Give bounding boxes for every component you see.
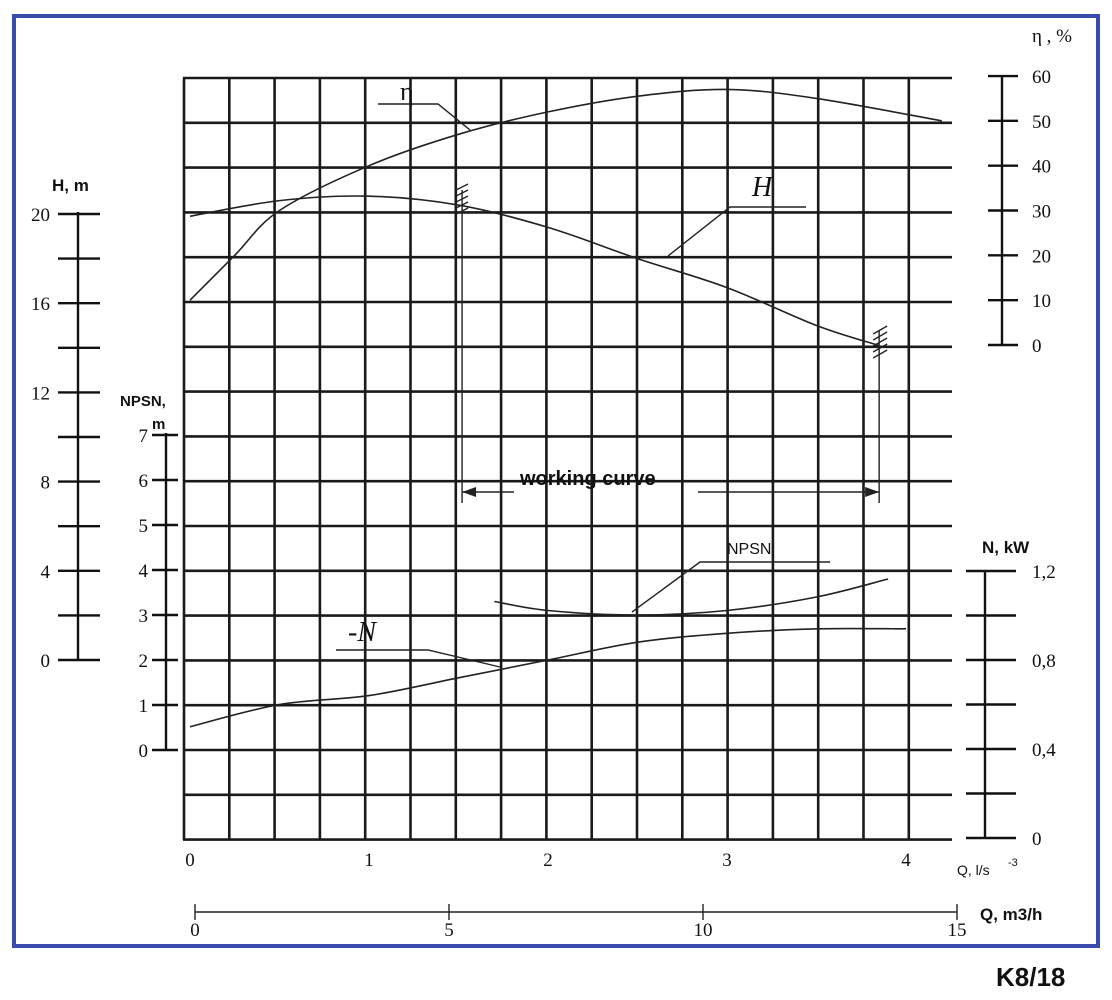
curves — [189, 88, 942, 728]
x-axis-title: Q, l/s — [957, 862, 990, 878]
npsn-axis-title-line2: m — [152, 416, 165, 433]
npsn-axis-title-line1: NPSN, — [120, 393, 166, 410]
n-tick-label: 1,2 — [1032, 562, 1056, 583]
h-curve — [189, 195, 880, 347]
n-tick-label: 0 — [1032, 829, 1042, 850]
npsn-tick-label: 7 — [139, 426, 149, 447]
x-tick-label: 2 — [543, 850, 553, 871]
n-curve-label: -N — [348, 617, 377, 648]
axes: 04812162001234567010203040506000,40,81,2… — [31, 67, 1056, 941]
npsn-tick-label: 3 — [139, 606, 149, 627]
x2-tick-label: 10 — [694, 920, 713, 941]
h-tick-label: 4 — [41, 562, 51, 583]
eta-tick-label: 40 — [1032, 157, 1051, 178]
h-tick-label: 16 — [31, 294, 50, 315]
working-range-hatch — [872, 325, 888, 335]
h-tick-label: 20 — [31, 205, 50, 226]
h-curve-label: H — [751, 172, 774, 203]
working-range-arrowhead-left — [462, 487, 477, 497]
x-tick-label: 3 — [722, 850, 732, 871]
eta-tick-label: 30 — [1032, 202, 1051, 223]
h-tick-label: 12 — [31, 383, 50, 404]
npsn-label-leader — [631, 561, 830, 613]
h-axis-title: H, m — [52, 176, 89, 195]
working-range-arrowhead-right — [865, 487, 880, 497]
eta-tick-label: 10 — [1032, 291, 1051, 312]
npsn-curve-label: NPSN — [727, 541, 771, 558]
eta-tick-label: 0 — [1032, 336, 1042, 357]
eta-tick-label: 50 — [1032, 112, 1051, 133]
working-range-hatch — [455, 183, 469, 191]
x2-tick-label: 0 — [190, 920, 200, 941]
working-range-hatch — [455, 207, 469, 215]
working-range-hatch — [455, 201, 469, 209]
working-range-hatch — [872, 337, 888, 347]
x-tick-label: 0 — [185, 850, 195, 871]
n-tick-label: 0,4 — [1032, 740, 1056, 761]
npsn-tick-label: 2 — [139, 651, 149, 672]
npsn-tick-label: 5 — [139, 516, 149, 537]
working-range-hatch — [872, 343, 888, 353]
working-range-hatch — [455, 195, 469, 203]
x-tick-label: 1 — [364, 850, 374, 871]
n-tick-label: 0,8 — [1032, 651, 1056, 672]
x-tick-label: 4 — [901, 850, 911, 871]
eta-axis-title: η , % — [1032, 26, 1072, 47]
npsn-tick-label: 6 — [139, 471, 149, 492]
h-tick-label: 0 — [41, 651, 51, 672]
npsn-tick-label: 1 — [139, 696, 149, 717]
x-axis-title-suffix: -3 — [1008, 857, 1018, 869]
eta-tick-label: 60 — [1032, 67, 1051, 88]
grid — [182, 76, 952, 841]
working-range-hatch — [872, 349, 888, 359]
npsn-curve — [494, 578, 889, 616]
eta-curve — [189, 88, 942, 301]
h-tick-label: 8 — [41, 473, 51, 494]
eta-curve-label: η — [400, 77, 414, 106]
x2-axis-title: Q, m3/h — [980, 905, 1042, 924]
eta-label-leader — [378, 103, 471, 131]
chart-frame — [12, 14, 1100, 948]
h-label-leader — [667, 206, 806, 257]
npsn-tick-label: 4 — [139, 561, 149, 582]
model-label: K8/18 — [996, 962, 1065, 992]
n-label-leader — [336, 649, 501, 668]
npsn-tick-label: 0 — [139, 741, 149, 762]
working-range-hatch — [455, 189, 469, 197]
x2-tick-label: 15 — [948, 920, 967, 941]
n-curve — [189, 627, 907, 728]
x2-tick-label: 5 — [444, 920, 454, 941]
n-axis-title: N, kW — [982, 538, 1030, 557]
working-curve-label: working curve — [519, 468, 656, 490]
eta-tick-label: 20 — [1032, 246, 1051, 267]
working-range-hatch — [872, 331, 888, 341]
